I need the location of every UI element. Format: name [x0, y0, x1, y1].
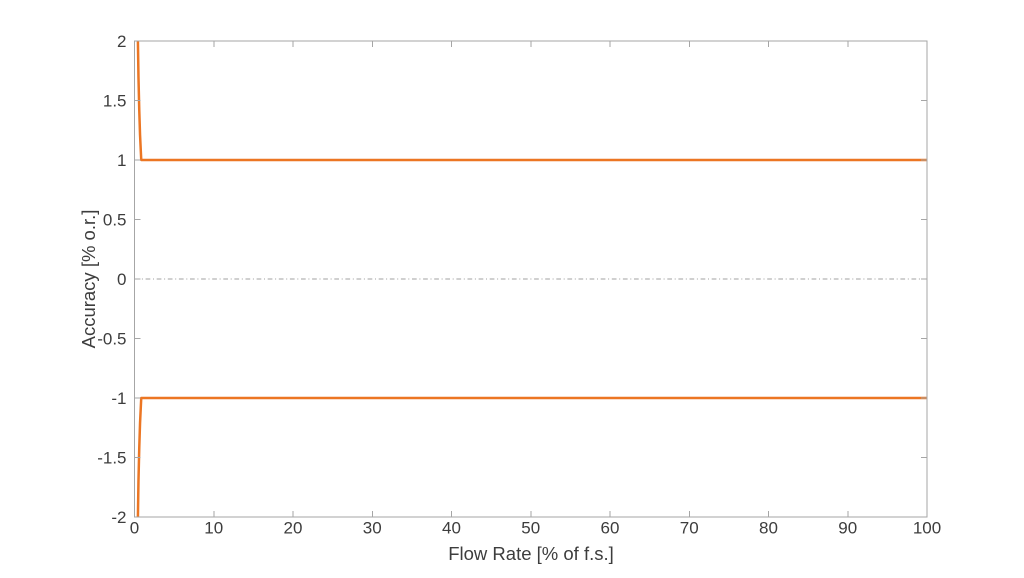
y-tick-label: 0.5	[103, 211, 127, 230]
x-tick-label: 10	[204, 519, 223, 538]
x-tick-label: 40	[442, 519, 461, 538]
x-tick-label: 60	[601, 519, 620, 538]
y-tick-label: -0.5	[97, 330, 126, 349]
x-tick-label: 90	[838, 519, 857, 538]
x-tick-label: 70	[680, 519, 699, 538]
y-tick-label: -2	[111, 508, 126, 527]
y-tick-label: 1	[117, 151, 126, 170]
y-tick-label: 1.5	[103, 92, 127, 111]
y-tick-label: 0	[117, 270, 126, 289]
x-axis-label: Flow Rate [% of f.s.]	[448, 543, 614, 564]
series-upper-accuracy-limit	[136, 40, 927, 162]
x-tick-label: 0	[130, 519, 139, 538]
y-tick-label: -1.5	[97, 449, 126, 468]
y-tick-label: 2	[117, 32, 126, 51]
x-tick-label: 80	[759, 519, 778, 538]
series-lower-accuracy-limit	[136, 396, 927, 518]
x-tick-label: 50	[521, 519, 540, 538]
x-tick-label: 100	[913, 519, 941, 538]
x-tick-label: 30	[363, 519, 382, 538]
y-axis-label: Accuracy [% o.r.]	[78, 209, 99, 349]
x-tick-label: 20	[284, 519, 303, 538]
y-tick-label: -1	[111, 389, 126, 408]
